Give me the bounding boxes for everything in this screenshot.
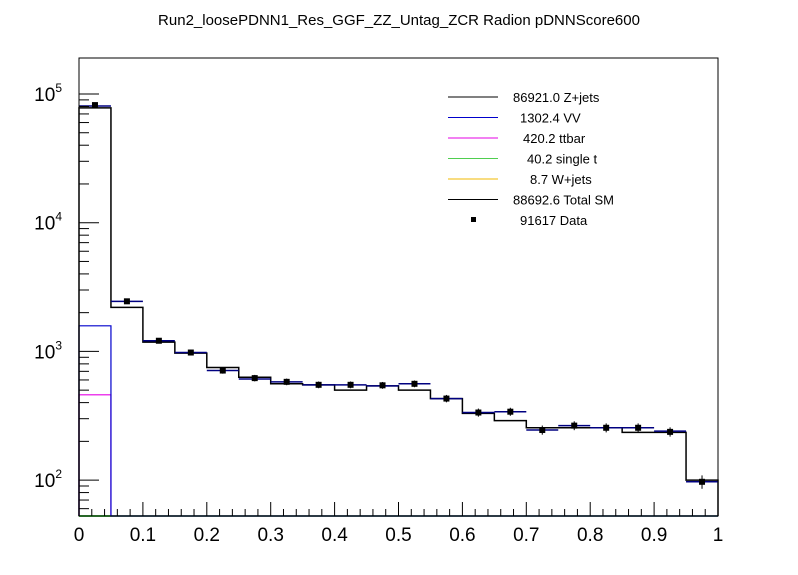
legend-label: 40.2 single t xyxy=(527,152,597,167)
chart-title: Run2_loosePDNN1_Res_GGF_ZZ_Untag_ZCR Rad… xyxy=(158,12,640,29)
data-point xyxy=(123,298,130,305)
x-tick-label: 0.1 xyxy=(130,525,156,546)
x-tick-label: 0.8 xyxy=(577,525,603,546)
x-tick-label: 0 xyxy=(74,525,85,546)
data-point xyxy=(603,424,610,431)
data-point xyxy=(251,375,258,382)
legend-label: 88692.6 Total SM xyxy=(513,193,614,208)
y-tick-label: 104 xyxy=(34,210,62,235)
hist-ttbar xyxy=(78,394,718,517)
data-point xyxy=(635,424,642,431)
y-tick-label: 103 xyxy=(34,338,62,363)
legend-label: 8.7 W+jets xyxy=(530,172,592,187)
y-axis: 102 103 104 105 xyxy=(34,81,99,510)
data-point xyxy=(411,380,418,387)
y-tick-label: 105 xyxy=(34,81,62,106)
data-point xyxy=(347,381,354,388)
x-tick-label: 0.2 xyxy=(194,525,220,546)
data-point xyxy=(443,395,450,402)
y-tick-label: 102 xyxy=(34,467,62,492)
data-point xyxy=(475,409,482,416)
legend-label: 420.2 ttbar xyxy=(523,131,586,146)
x-tick-label: 0.5 xyxy=(385,525,411,546)
data-point xyxy=(539,427,546,434)
x-tick-label: 0.4 xyxy=(321,525,348,546)
data-point xyxy=(315,381,322,388)
x-tick-label: 0.6 xyxy=(449,525,475,546)
data-point xyxy=(667,428,674,435)
data-point xyxy=(91,102,98,109)
histogram-layer xyxy=(78,105,719,517)
x-axis: 0 0.1 0.2 0.3 0.4 0.5 0.6 0.7 0.8 0.9 1 xyxy=(74,502,724,546)
data-point xyxy=(571,422,578,429)
legend-label: 91617 Data xyxy=(520,213,588,228)
x-tick-label: 1 xyxy=(713,525,724,546)
x-tick-label: 0.7 xyxy=(513,525,539,546)
data-point xyxy=(507,408,514,415)
legend: 86921.0 Z+jets 1302.4 VV 420.2 ttbar 40.2 s… xyxy=(448,90,614,228)
data-point xyxy=(283,378,290,385)
data-point xyxy=(379,382,386,389)
data-point xyxy=(155,337,162,344)
plot-frame xyxy=(78,57,719,517)
hist-z-jets xyxy=(78,107,719,516)
x-tick-label: 0.3 xyxy=(257,525,283,546)
data-point xyxy=(187,349,194,356)
data-points-layer xyxy=(91,102,706,489)
hist-vv xyxy=(78,325,718,517)
legend-label: 86921.0 Z+jets xyxy=(513,90,600,105)
data-point xyxy=(219,367,226,374)
legend-label: 1302.4 VV xyxy=(520,111,581,126)
legend-marker xyxy=(471,217,476,222)
data-point xyxy=(699,478,706,485)
x-tick-label: 0.9 xyxy=(641,525,667,546)
